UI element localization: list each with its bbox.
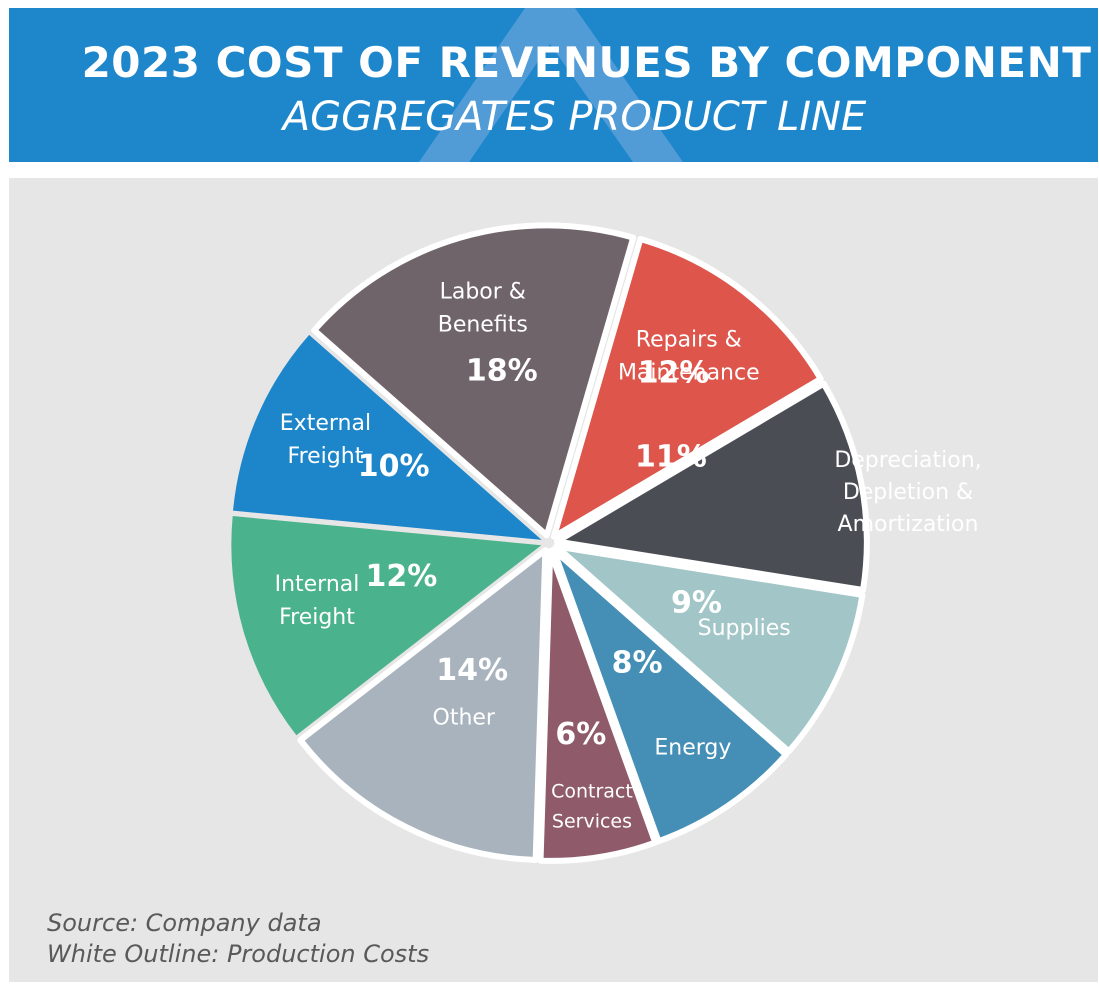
pie-slice-internal-freight — [231, 516, 542, 736]
chart-title: 2023 COST OF REVENUES BY COMPONENT — [81, 38, 1092, 87]
pie-slice-supplies — [553, 543, 866, 755]
chart-panel: 18% Labor & Benefits 12% Repairs & Maintenanc… — [9, 178, 1098, 982]
slice-value-label: 14% — [436, 653, 508, 688]
slice-value-label: 8% — [612, 646, 663, 681]
slice-value-label: 12% — [365, 559, 437, 594]
slice-category-label: Internal Freight — [275, 572, 360, 630]
pie-slice-labor-benefits — [311, 222, 637, 539]
pie-slice-repairs-maintenance — [550, 235, 824, 540]
chart-subtitle: AGGREGATES PRODUCT LINE — [282, 94, 867, 140]
header-banner: 2023 COST OF REVENUES BY COMPONENT AGGRE… — [9, 8, 1098, 162]
slice-category-label: Repairs & Maintenance — [618, 327, 760, 385]
slice-value-label: 18% — [466, 354, 538, 389]
slice-category-label: Other — [433, 705, 496, 730]
slice-category-label: Labor & Benefits — [438, 280, 528, 338]
pie-slice-energy — [550, 546, 790, 845]
slice-category-label: Depreciation, Depletion & Amortization — [834, 448, 981, 537]
outline-note: White Outline: Production Costs — [47, 940, 430, 968]
slice-value-label: 9% — [671, 585, 722, 620]
slice-value-label: 10% — [358, 449, 430, 484]
slice-category-label: External Freight — [280, 411, 371, 469]
slice-category-label: Contract Services — [551, 781, 633, 833]
slice-value-label: 11% — [635, 440, 707, 475]
slice-category-label: Energy — [654, 736, 731, 761]
slice-category-label: Supplies — [698, 616, 791, 641]
source-note: Source: Company data — [47, 909, 322, 937]
double-chevron-up-icon — [419, 8, 683, 162]
slice-value-label: 6% — [555, 717, 606, 752]
pie-slice-external-freight — [233, 334, 542, 540]
pie-slice-other — [297, 547, 549, 863]
pie-slice-contract-services — [537, 547, 659, 864]
slice-value-label: 12% — [638, 355, 710, 390]
pie-slice-depreciation-depletion-amortization — [553, 380, 870, 593]
